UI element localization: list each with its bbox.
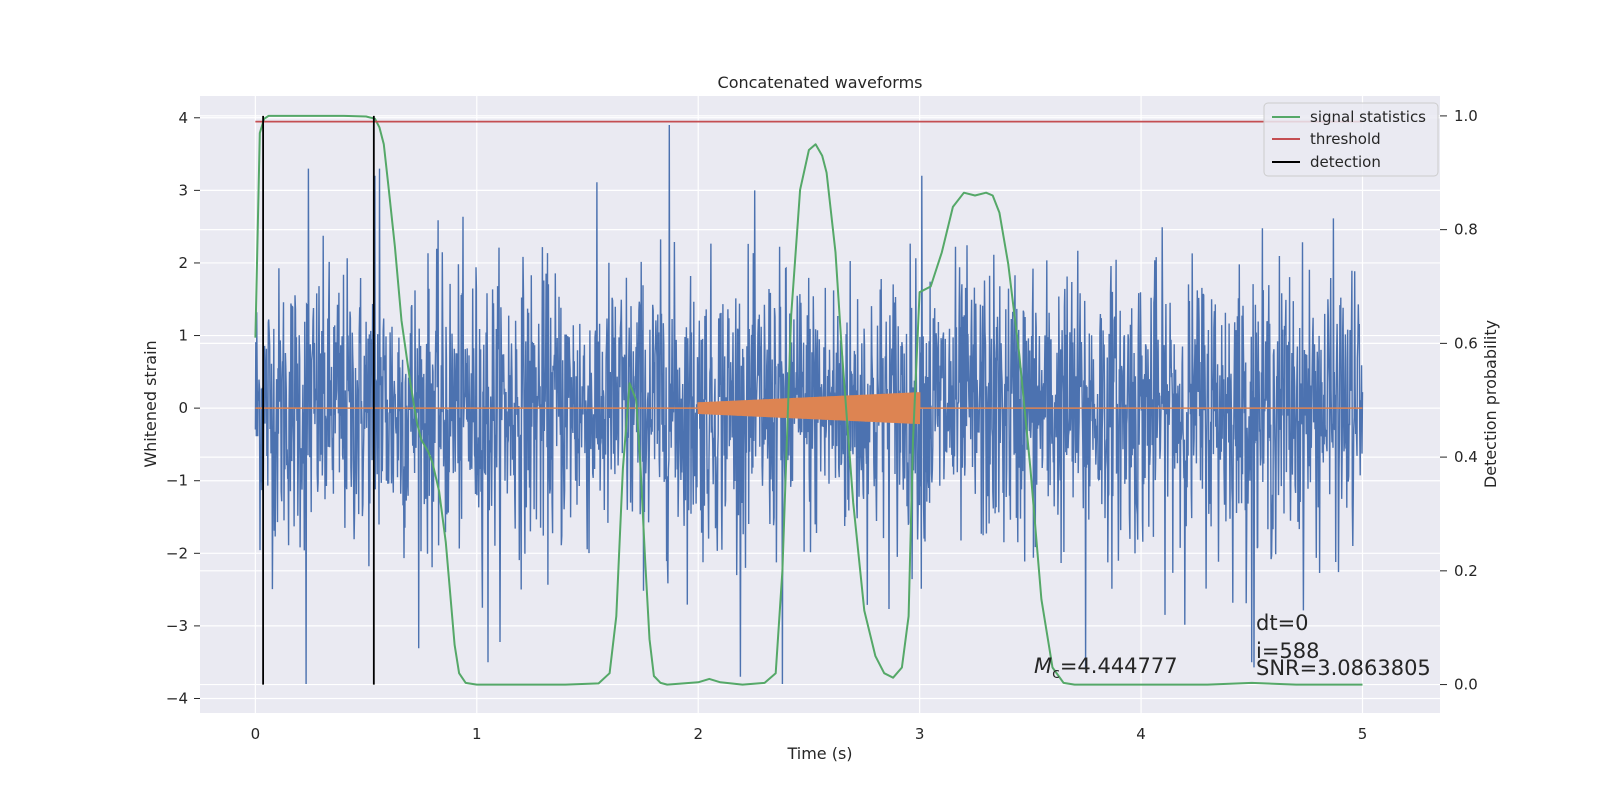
y-tick-label: −1	[166, 472, 188, 490]
detection-lines	[262, 115, 375, 685]
snr-annotation: SNR=3.0863805	[1256, 656, 1431, 680]
y-right-tick-label: 0.0	[1454, 676, 1478, 694]
y-right-axis-ticks: 0.0 0.2 0.4 0.6 0.8 1.0	[1440, 107, 1478, 694]
y-tick-label: −3	[166, 617, 188, 635]
chirp-mass-annotation: Mc=4.444777	[1034, 654, 1178, 682]
y-tick-label: −4	[166, 689, 188, 707]
x-axis-ticks: 0 1 2 3 4 5	[251, 725, 1368, 743]
annotations: Mc=4.444777 dt=0 i=588 SNR=3.0863805	[1034, 611, 1431, 682]
legend: signal statistics threshold detection	[1263, 102, 1439, 177]
chirp-mass-value: =4.444777	[1060, 654, 1178, 678]
x-tick-label: 3	[915, 725, 925, 743]
x-tick-label: 0	[251, 725, 261, 743]
legend-label-detection: detection	[1310, 153, 1381, 171]
y-tick-label: 1	[178, 327, 188, 345]
chirp-template	[255, 392, 1363, 425]
y-axis-label: Whitened strain	[141, 340, 160, 467]
legend-box	[1263, 102, 1439, 177]
y-right-tick-label: 0.8	[1454, 221, 1478, 239]
y-right-axis-label: Detection probability	[1481, 320, 1500, 488]
x-tick-label: 5	[1358, 725, 1368, 743]
index-annotation: i=588	[1256, 639, 1320, 663]
y-right-tick-label: 0.6	[1454, 334, 1478, 352]
y-tick-label: 4	[178, 109, 188, 127]
legend-label-signal: signal statistics	[1310, 108, 1426, 126]
chart-title: Concatenated waveforms	[718, 73, 923, 92]
dt-annotation: dt=0	[1256, 611, 1309, 635]
y-axis-ticks: −4 −3 −2 −1 0 1 2 3 4	[166, 109, 200, 707]
y-right-tick-label: 0.4	[1454, 448, 1478, 466]
y-tick-label: 3	[178, 181, 188, 199]
signal-statistics-line	[254, 114, 1363, 686]
strain-trace	[254, 124, 1364, 685]
x-tick-label: 1	[472, 725, 482, 743]
template-path	[255, 392, 1363, 425]
chirp-mass-symbol: M	[1034, 654, 1052, 678]
y-right-tick-label: 0.2	[1454, 562, 1478, 580]
x-tick-label: 2	[693, 725, 703, 743]
y-tick-label: −2	[166, 544, 188, 562]
y-tick-label: 2	[178, 254, 188, 272]
x-axis-label: Time (s)	[786, 744, 852, 763]
strain-path	[254, 124, 1364, 685]
legend-label-threshold: threshold	[1310, 130, 1381, 148]
signal-path	[254, 114, 1363, 686]
y-tick-label: 0	[178, 399, 188, 417]
y-right-tick-label: 1.0	[1454, 107, 1478, 125]
x-tick-label: 4	[1136, 725, 1146, 743]
chirp-mass-subscript: c	[1052, 666, 1060, 682]
